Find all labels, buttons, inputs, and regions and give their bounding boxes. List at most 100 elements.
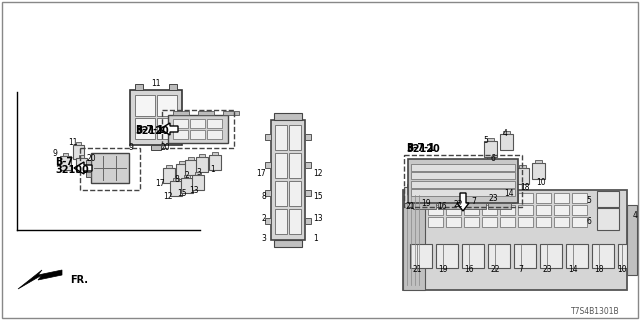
Text: 15: 15 [313,191,323,201]
Bar [265,162,271,168]
Bar [446,193,461,203]
Bar [554,205,569,215]
Bar [271,120,305,240]
Text: 22: 22 [490,265,500,274]
Text: 12: 12 [313,169,323,178]
Bar [185,160,197,175]
Text: B-7: B-7 [55,157,73,167]
Text: 10: 10 [536,178,546,187]
Bar [265,190,271,196]
Bar [168,115,228,143]
Text: 13: 13 [189,186,199,195]
Bar [275,125,287,150]
Bar [135,118,155,139]
Bar [173,111,189,115]
Text: 2: 2 [261,213,266,222]
Bar [289,125,301,150]
Bar [488,244,510,268]
Bar [275,153,287,178]
Bar [196,157,208,172]
Bar [592,244,614,268]
Bar [484,141,497,157]
Bar [536,217,551,227]
Bar [166,165,172,168]
Bar [207,119,222,128]
Bar [305,190,311,196]
Text: 5: 5 [484,135,488,145]
Bar [170,181,182,196]
Bar [76,158,87,172]
Bar [500,205,515,215]
Text: 6: 6 [587,217,591,226]
Bar [572,193,587,203]
Bar [73,145,84,159]
Text: 18: 18 [595,265,604,274]
Bar [464,193,479,203]
Bar [190,119,205,128]
Bar [536,205,551,215]
Bar [503,171,509,174]
Text: FR.: FR. [70,275,88,285]
Bar [305,162,311,168]
Bar [500,193,515,203]
Bar [411,172,515,179]
Bar [572,205,587,215]
Text: 16: 16 [464,265,474,274]
Text: 10: 10 [617,265,627,274]
Bar [135,95,155,116]
Bar [554,217,569,227]
Text: 12: 12 [163,191,173,201]
Bar [482,205,497,215]
Text: 2: 2 [184,171,189,180]
Bar [532,163,545,179]
Polygon shape [457,193,469,211]
Text: 14: 14 [504,188,514,197]
Bar [482,217,497,227]
Bar [411,164,515,171]
Bar [411,181,515,188]
Text: 1: 1 [313,234,317,243]
Text: 23: 23 [542,265,552,274]
Bar [500,174,513,190]
Text: 5: 5 [587,196,591,204]
Text: 21: 21 [412,265,422,274]
Bar [463,203,486,209]
Text: 9: 9 [52,148,58,157]
Bar [423,181,429,184]
Bar [275,209,287,234]
Bar [207,130,222,139]
Bar [192,175,204,190]
Bar [403,190,627,290]
Text: 32120: 32120 [135,126,169,136]
Text: 15: 15 [177,188,187,197]
Bar [500,217,515,227]
Bar [462,244,484,268]
Bar [488,203,511,209]
Bar [420,184,433,200]
Bar [173,119,188,128]
Bar [618,244,634,268]
Bar [404,187,417,203]
Bar [60,156,71,170]
Bar [413,203,436,209]
Bar [157,95,177,116]
Text: 8: 8 [261,191,266,201]
Bar [627,205,637,275]
Bar [223,111,239,115]
Bar [554,193,569,203]
Text: 16: 16 [437,202,447,211]
Bar [181,178,193,193]
Bar [516,168,529,184]
Bar [162,110,234,148]
Text: 1: 1 [211,164,216,173]
Bar [404,155,522,207]
Bar [484,179,497,195]
Bar [408,159,518,203]
Bar [289,209,301,234]
Bar [436,244,458,268]
Bar [436,187,449,203]
Bar [503,131,509,134]
Bar [487,138,493,141]
Bar [274,113,302,120]
Bar [540,244,562,268]
